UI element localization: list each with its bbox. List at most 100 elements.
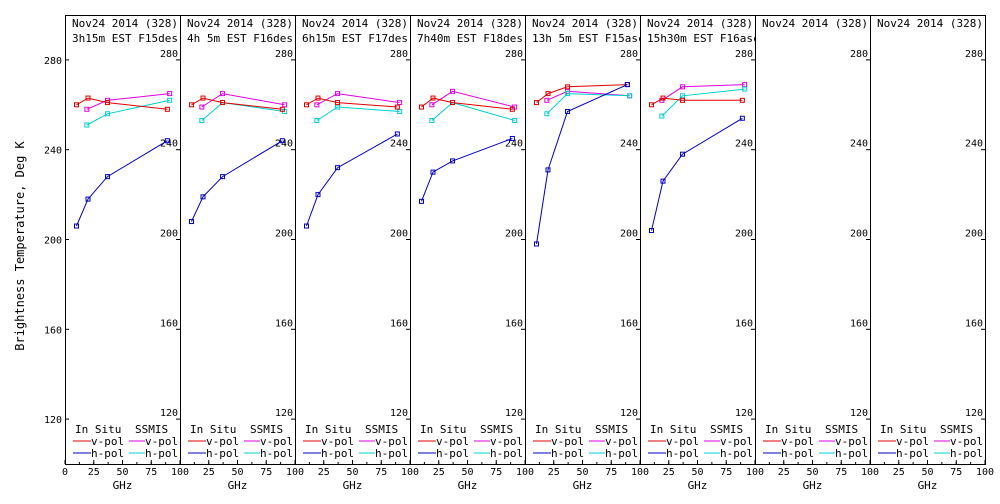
y-tick-label: 200 [390,229,408,240]
legend-ssmis-vpol-label: v-pol [490,435,523,448]
x-tick-label: 100 [746,467,764,478]
legend-ssmis-label: SSMIS [825,423,858,436]
y-tick-label: 240 [965,139,983,150]
data-point-insitu-vpol [649,102,654,108]
series-line-insitu-hpol [536,84,628,245]
y-tick-label: 120 [620,408,638,419]
x-tick-label: 50 [576,467,588,478]
data-point-insitu-vpol [680,97,686,103]
data-point-ssmis-hpol [429,118,435,124]
y-tick-label: 120 [390,408,408,419]
x-tick-label: 0 [62,467,68,478]
x-tick-label: 25 [778,467,790,478]
series-line-insitu-hpol [76,140,168,227]
x-tick-label: 75 [605,467,617,478]
panel-title-group: Nov24 2014 (328) [877,17,983,30]
series-line-insitu-hpol [421,138,513,202]
legend-insitu-label: In Situ [880,423,926,436]
legend-ssmis-hpol-label: h-pol [720,447,753,460]
data-point-insitu-hpol [450,158,456,164]
x-axis-title: GHz [918,479,938,492]
series-line-ssmis-vpol [316,93,400,106]
y-tick-label: 240 [505,139,523,150]
panel-title-group: Nov24 2014 (328) 15h30m EST F16asc [647,17,755,45]
data-point-insitu-vpol [74,102,79,108]
data-point-insitu-hpol [164,138,170,144]
legend-insitu-vpol-label: v-pol [896,435,929,448]
y-tick-label: 200 [735,229,753,240]
legend-ssmis-label: SSMIS [365,423,398,436]
panel-title-line2: 6h15m EST F17des [302,32,408,45]
x-tick-label: 75 [950,467,962,478]
legend-insitu-vpol-label: v-pol [551,435,584,448]
series-line-ssmis-vpol [201,93,285,108]
data-point-insitu-vpol [220,100,226,106]
data-point-insitu-vpol [509,106,515,112]
data-point-insitu-hpol [565,109,571,115]
data-point-insitu-vpol [739,97,745,103]
x-tick-label: 100 [401,467,419,478]
legend-ssmis-vpol-label: v-pol [375,435,408,448]
data-point-insitu-vpol [450,100,456,106]
data-point-insitu-vpol [335,100,341,106]
y-tick-label: 200 [275,229,293,240]
x-tick-label: 75 [375,467,387,478]
y-tick-label: 240 [390,139,408,150]
y-tick-label: 160 [965,318,983,329]
y-tick-label: 200 [620,229,638,240]
data-point-ssmis-vpol [314,102,320,108]
y-tick-label: 280 [850,49,868,60]
x-tick-label: 100 [286,467,304,478]
legend-insitu-vpol-label: v-pol [436,435,469,448]
x-tick-label: 50 [116,467,128,478]
data-point-ssmis-hpol [565,91,571,97]
legend-insitu-label: In Situ [420,423,466,436]
y-axis-title: Brightness Temperature, Deg K [13,140,27,350]
y-tick-label: 280 [160,49,178,60]
data-point-insitu-hpol [680,151,686,157]
legend-insitu-vpol-label: v-pol [206,435,239,448]
data-point-insitu-hpol [534,241,539,247]
series-line-insitu-vpol [651,97,743,106]
legend-ssmis-label: SSMIS [135,423,168,436]
data-point-ssmis-vpol [335,91,341,97]
x-axis-title: GHz [458,479,478,492]
x-tick-label: 100 [631,467,649,478]
data-point-insitu-hpol [200,194,206,200]
y-tick-label: 200 [505,229,523,240]
series-line-insitu-hpol [651,117,743,231]
y-tick-label: 160 [275,318,293,329]
data-point-insitu-vpol [164,106,170,112]
data-point-ssmis-vpol [167,91,173,97]
y-tick-label-left: 240 [44,146,62,157]
y-tick-label: 280 [620,49,638,60]
x-tick-label: 75 [145,467,157,478]
panel-3: Nov24 2014 (328) 6h15m EST F17des 120 160 20… [294,15,419,492]
data-point-ssmis-hpol [105,111,111,117]
data-point-insitu-vpol [315,95,321,101]
panel-title-line1: Nov24 2014 (328) [417,17,523,30]
legend-ssmis-hpol-label: h-pol [260,447,293,460]
panel-2: Nov24 2014 (328) 4h 5m EST F16des 120 160 20… [179,15,304,492]
x-axis-title: GHz [343,479,363,492]
data-point-insitu-vpol [304,102,309,108]
data-point-insitu-vpol [419,104,424,110]
y-tick-label: 160 [735,318,753,329]
legend-ssmis-hpol-label: h-pol [145,447,178,460]
data-point-insitu-hpol [85,196,91,202]
data-point-ssmis-vpol [544,97,550,103]
x-tick-label: 50 [921,467,933,478]
data-point-insitu-hpol [419,198,424,204]
data-point-ssmis-vpol [220,91,226,97]
panel-title-line2: 7h40m EST F18des [417,32,523,45]
panel-title-line2: 13h 5m EST F15asc [532,32,645,45]
x-tick-label: 75 [260,467,272,478]
series-line-insitu-vpol [191,97,283,110]
series-line-insitu-vpol [421,97,513,110]
panels-group: Nov24 2014 (328) 3h15m EST F15des 120 120 16… [44,15,994,492]
y-tick-label: 120 [965,408,983,419]
legend-insitu-vpol-label: v-pol [91,435,124,448]
